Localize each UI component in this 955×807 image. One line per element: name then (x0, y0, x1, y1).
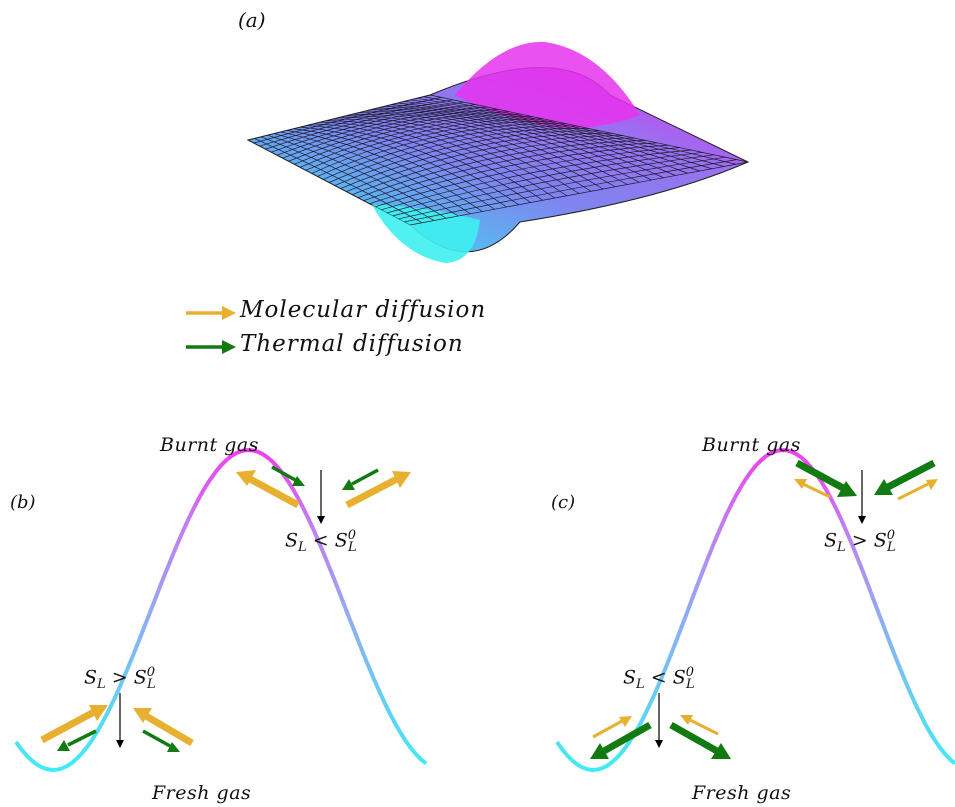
panel-b-burnt-gas-label: Burnt gas (160, 434, 259, 456)
molecular-arrow (236, 470, 300, 509)
legend-molecular-label: Molecular diffusion (240, 297, 487, 323)
molecular-arrow (345, 471, 411, 509)
thermal-arrow (271, 465, 305, 486)
panel-c-burnt-gas-label: Burnt gas (702, 434, 801, 456)
molecular-arrow (40, 705, 108, 744)
molecular-arrow (133, 708, 194, 747)
panel-c-label: (c) (551, 492, 576, 513)
thermal-arrow (57, 729, 97, 751)
molecular-arrow (897, 479, 938, 501)
thermal-arrow (590, 721, 652, 759)
thermal-arrow (795, 459, 857, 497)
panel-c-trough-relation: SL < S0L (623, 665, 695, 693)
panel-b-fresh-gas-label: Fresh gas (152, 782, 252, 804)
flame-front-c (555, 448, 955, 773)
thermal-arrow (342, 468, 379, 490)
surface-peak (455, 41, 640, 129)
molecular-arrow (592, 716, 632, 739)
arrows-b (40, 465, 411, 752)
thermal-arrow (142, 729, 180, 752)
molecular-arrow (794, 479, 831, 499)
arrows-c (590, 459, 938, 759)
legend-arrows (186, 306, 236, 354)
surface-plot (246, 41, 750, 263)
legend-thermal-label: Thermal diffusion (240, 331, 464, 357)
panel-c-crest-relation: SL > S0L (824, 528, 896, 556)
panel-c-fresh-gas-label: Fresh gas (692, 782, 792, 804)
flame-front-b (14, 448, 428, 773)
thermal-arrow (669, 721, 731, 759)
thermal-arrow (874, 459, 936, 495)
surface-trough (372, 205, 480, 263)
molecular-arrow (680, 715, 719, 736)
panel-b-label: (b) (10, 492, 36, 513)
panel-b-trough-relation: SL > S0L (84, 665, 156, 693)
panel-a-label: (a) (238, 8, 266, 32)
panel-b-crest-relation: SL < S0L (285, 528, 357, 556)
